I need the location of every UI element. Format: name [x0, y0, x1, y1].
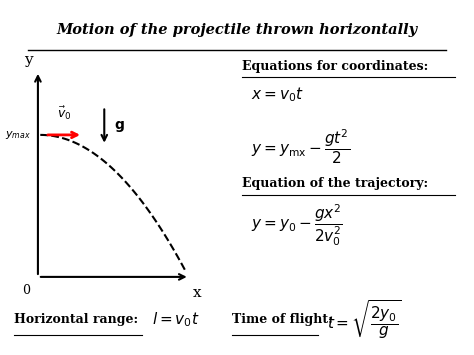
Text: $\vec{v}_0$: $\vec{v}_0$: [57, 105, 71, 122]
Text: $y = y_{\mathrm{mx}} - \dfrac{gt^2}{2}$: $y = y_{\mathrm{mx}} - \dfrac{gt^2}{2}$: [251, 128, 350, 166]
Text: x: x: [192, 286, 201, 300]
Text: Motion of the projectile thrown horizontally: Motion of the projectile thrown horizont…: [56, 23, 418, 37]
Text: $y_{max}$: $y_{max}$: [5, 129, 31, 141]
Text: y: y: [24, 54, 33, 67]
Text: 0: 0: [22, 284, 30, 297]
Text: Horizontal range:: Horizontal range:: [14, 313, 138, 326]
Text: Time of flight:: Time of flight:: [232, 313, 333, 326]
Text: $l = v_0 t$: $l = v_0 t$: [152, 310, 200, 329]
Text: Equations for coordinates:: Equations for coordinates:: [242, 60, 428, 73]
Text: $t = \sqrt{\dfrac{2y_0}{g}}$: $t = \sqrt{\dfrac{2y_0}{g}}$: [327, 298, 402, 341]
Text: $x = v_0 t$: $x = v_0 t$: [251, 85, 304, 104]
Text: Equation of the trajectory:: Equation of the trajectory:: [242, 178, 428, 191]
Text: $\mathbf{g}$: $\mathbf{g}$: [114, 119, 125, 133]
Text: $y = y_0 - \dfrac{gx^2}{2v_0^2}$: $y = y_0 - \dfrac{gx^2}{2v_0^2}$: [251, 202, 343, 248]
